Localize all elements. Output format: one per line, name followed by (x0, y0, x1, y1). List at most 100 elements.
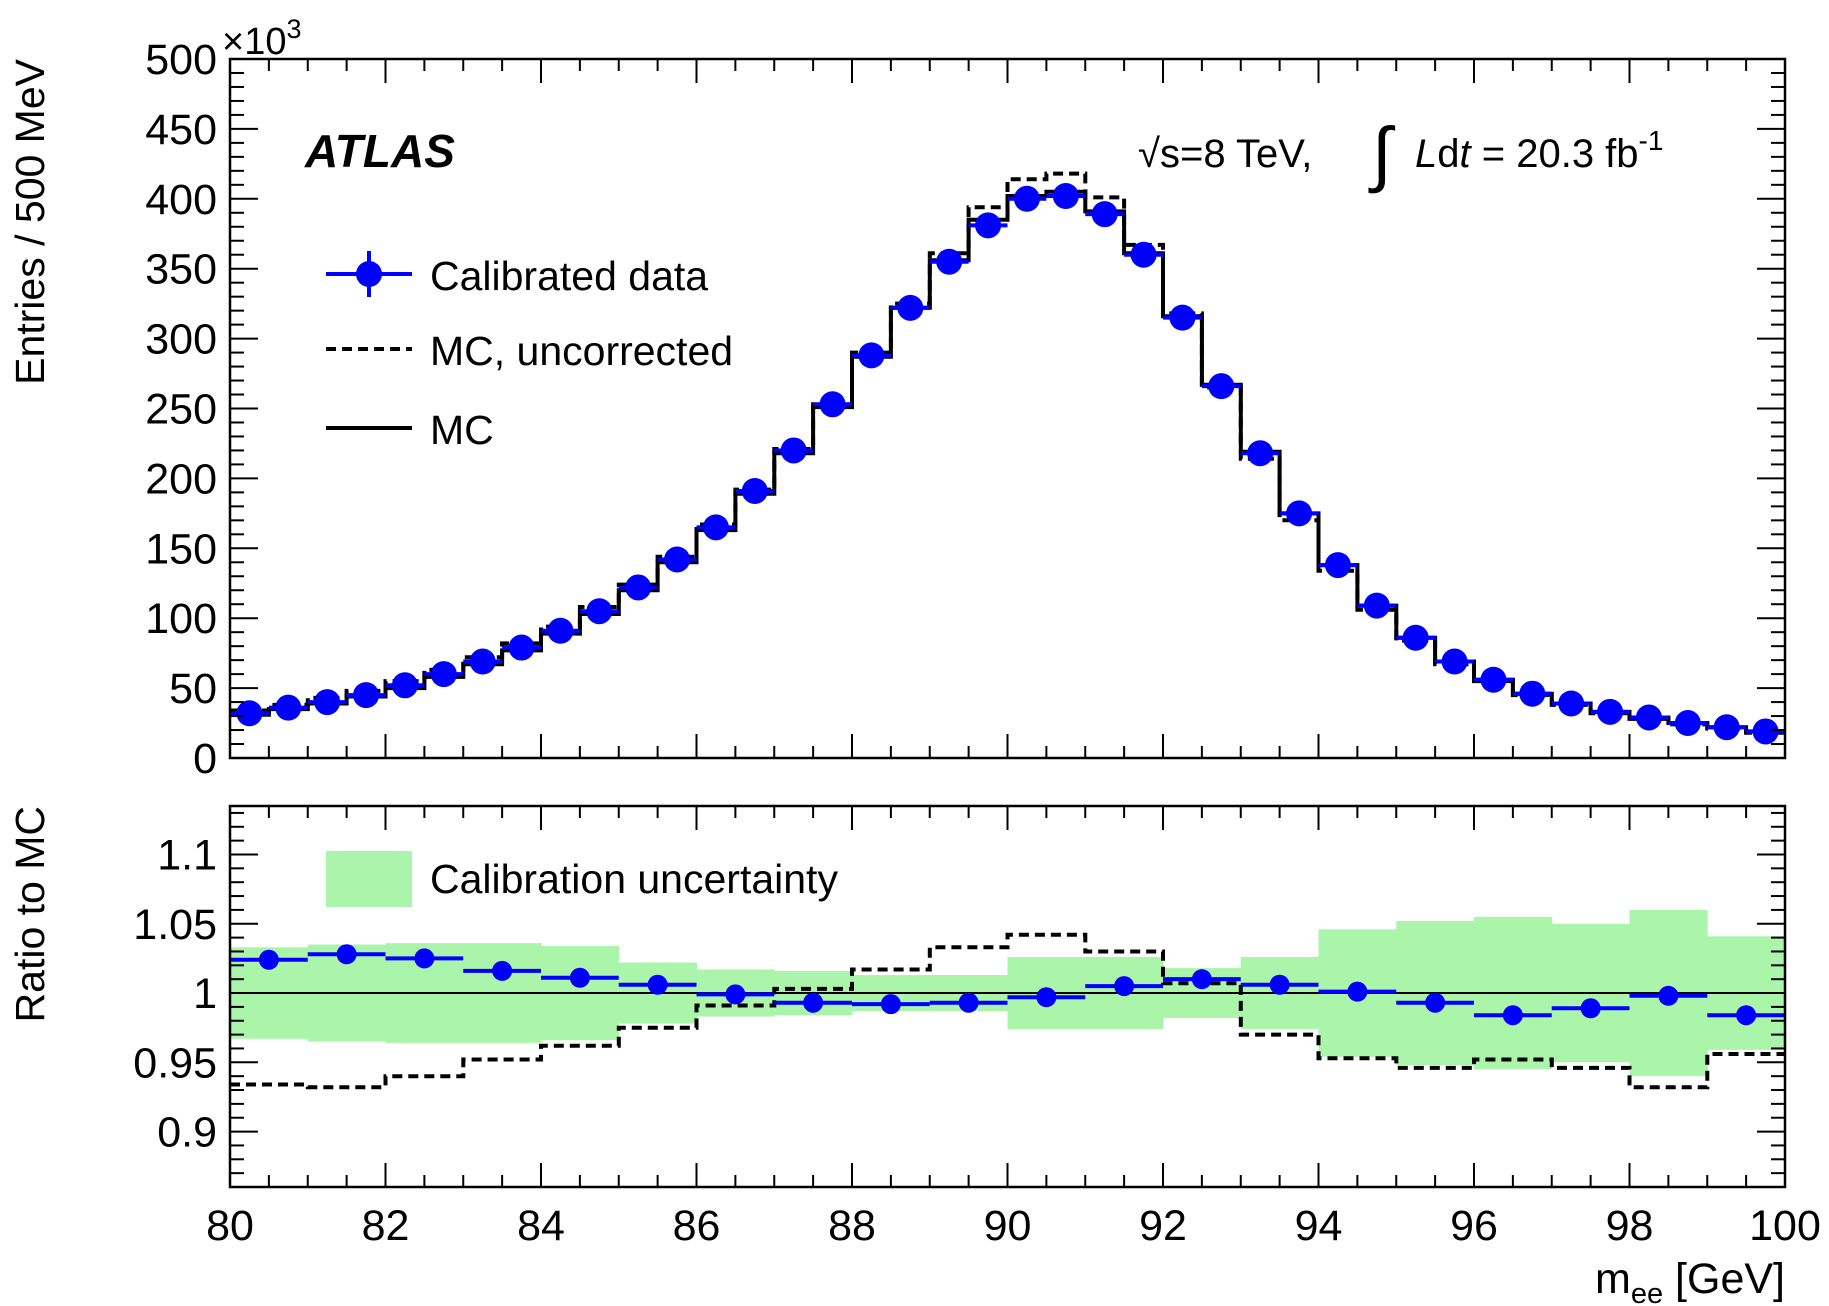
ratio-data-point (803, 992, 824, 1013)
main-data-point (1324, 552, 1351, 579)
main-data-point (1013, 185, 1040, 212)
ratio-panel: 0.9 0.95 1 1.05 1.1 80 82 84 86 88 90 92 94 96 98 100 R… (7, 804, 1821, 1306)
y-tick-label: 450 (145, 106, 217, 154)
main-data-point (1052, 183, 1079, 210)
main-data-point (975, 212, 1002, 239)
ratio-data-layer (230, 944, 1785, 1026)
ratio-y-tick-label: 0.95 (133, 1039, 217, 1087)
main-data-point (702, 514, 729, 541)
x-tick-label: 80 (206, 1202, 254, 1250)
energy-lumi-label: √s=8 TeV, ∫ Ldt = 20.3 fb-1 (1138, 114, 1663, 194)
y-tick-label: 200 (145, 455, 217, 503)
x-axis-label-sub: ee (1631, 1278, 1663, 1306)
ratio-data-point (647, 974, 668, 995)
y-multiplier-label: ×103 (222, 14, 302, 63)
x-axis-label: mee [GeV] (1595, 1255, 1785, 1306)
x-tick-label: 96 (1450, 1202, 1498, 1250)
x-tick-label: 98 (1606, 1202, 1654, 1250)
legend-label-uncertainty: Calibration uncertainty (430, 856, 838, 902)
y-tick-label: 250 (145, 386, 217, 434)
ratio-data-point (1191, 969, 1212, 990)
ratio-data-point (569, 967, 590, 988)
ratio-data-point (1269, 974, 1290, 995)
main-data-point (1169, 304, 1196, 331)
main-data-point (1480, 666, 1507, 693)
x-tick-label: 88 (828, 1202, 876, 1250)
main-data-point (353, 682, 380, 709)
main-data-point (430, 661, 457, 688)
x-tick-label: 92 (1139, 1202, 1187, 1250)
ratio-data-point (1502, 1005, 1523, 1026)
legend-label-mc: MC (430, 407, 494, 453)
main-data-point (1091, 201, 1118, 228)
legend-item-mc-uncorrected: MC, uncorrected (326, 328, 733, 374)
x-tick-label: 82 (362, 1202, 410, 1250)
ratio-y-tick-label: 1.1 (157, 831, 217, 879)
experiment-label: ATLAS (304, 125, 455, 177)
main-data-point (897, 294, 924, 321)
main-data-point (1597, 698, 1624, 725)
legend-ratio: Calibration uncertainty (326, 851, 838, 907)
ratio-data-point (1580, 998, 1601, 1019)
ratio-data-point (725, 984, 746, 1005)
main-data-point (1208, 373, 1235, 400)
main-panel: 0 50 100 150 200 250 300 350 400 450 500 ×103 Entr… (7, 14, 1787, 783)
main-data-point (391, 672, 418, 699)
main-data-point (1635, 704, 1662, 731)
main-data-point (858, 342, 885, 369)
ratio-axes: 0.9 0.95 1 1.05 1.1 80 82 84 86 88 90 92 94 96 98 100 (133, 804, 1821, 1250)
legend-label-data: Calibrated data (430, 253, 708, 299)
lumi-label: Ldt = 20.3 fb-1 (1415, 125, 1663, 176)
y-tick-label: 500 (145, 36, 217, 84)
ratio-data-point (1347, 981, 1368, 1002)
sqrt-s-label: √s=8 TeV, (1138, 132, 1312, 176)
ratio-data-point (1425, 992, 1446, 1013)
y-axis-label: Entries / 500 MeV (7, 58, 53, 385)
main-axes: 0 50 100 150 200 250 300 350 400 450 500 (145, 36, 1787, 783)
lumi-exponent: -1 (1639, 125, 1664, 156)
y-multiplier-exponent: 3 (286, 14, 301, 44)
ratio-data-point (1658, 985, 1679, 1006)
legend-item-data: Calibrated data (326, 251, 708, 299)
main-data-point (936, 248, 963, 275)
ratio-y-tick-label: 1.05 (133, 901, 217, 949)
main-data-point (1519, 680, 1546, 707)
legend-item-mc: MC (326, 407, 494, 453)
main-data-point (1286, 500, 1313, 527)
ratio-data-point (1736, 1005, 1757, 1026)
x-tick-label: 86 (673, 1202, 721, 1250)
y-tick-label: 0 (193, 735, 217, 783)
main-data-point (1752, 718, 1779, 745)
main-data-point (1441, 648, 1468, 675)
main-data-point (314, 689, 341, 716)
ratio-data-point (492, 960, 513, 981)
y-tick-label: 300 (145, 316, 217, 364)
main-data-point (275, 694, 302, 721)
main-data-point (1130, 241, 1157, 268)
x-tick-label: 94 (1295, 1202, 1343, 1250)
ratio-data-point (258, 949, 279, 970)
main-data-point (625, 574, 652, 601)
y-tick-label: 50 (169, 665, 217, 713)
x-axis-label-unit: [GeV] (1663, 1255, 1785, 1303)
x-tick-label: 84 (517, 1202, 565, 1250)
y-tick-label: 400 (145, 176, 217, 224)
ratio-data-point (414, 948, 435, 969)
main-data-point (1247, 440, 1274, 467)
main-data-point (664, 546, 691, 573)
ratio-data-point (958, 992, 979, 1013)
main-data-point (469, 648, 496, 675)
legend-main: Calibrated data MC, uncorrected MC (326, 251, 733, 453)
main-data-point (236, 700, 263, 727)
legend-label-mc-uncorrected: MC, uncorrected (430, 328, 733, 374)
x-tick-label: 100 (1749, 1202, 1821, 1250)
main-data-point (1558, 690, 1585, 717)
main-data-layer (230, 183, 1785, 745)
main-data-point (819, 391, 846, 418)
main-data-point (508, 634, 535, 661)
main-data-point (741, 477, 768, 504)
main-data-point (1402, 624, 1429, 651)
main-data-point (780, 437, 807, 464)
y-tick-label: 100 (145, 595, 217, 643)
ratio-data-point (880, 994, 901, 1015)
